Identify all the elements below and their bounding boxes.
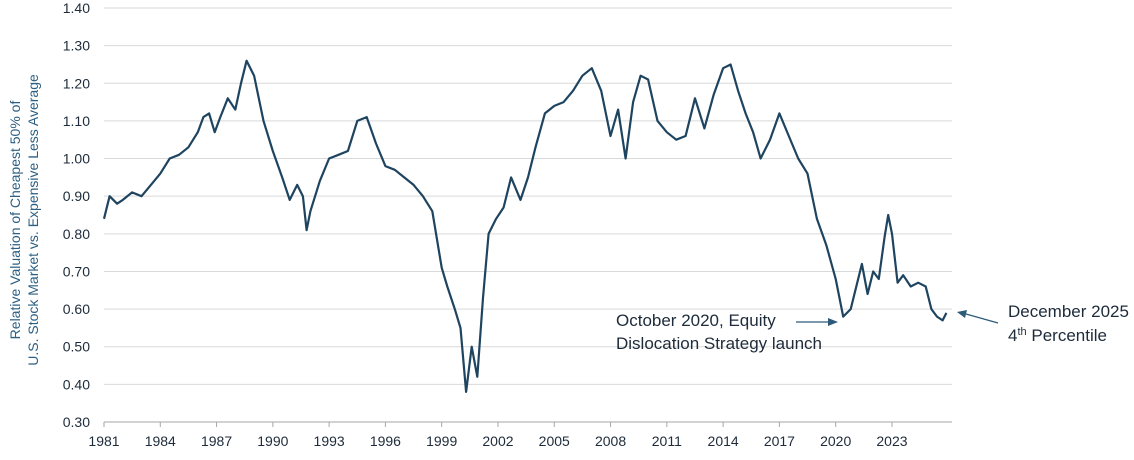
x-tick-label: 2002 [482, 433, 513, 449]
y-axis-label-line1: Relative Valuation of Cheapest 50% of [7, 101, 23, 340]
y-tick-label: 1.40 [63, 0, 90, 16]
x-tick-label: 1981 [88, 433, 119, 449]
x-axis-ticks: 1981 1984 1987 1990 1993 1996 1999 2002 2005 2008… [88, 422, 908, 449]
annotation-launch-line1: October 2020, Equity [616, 311, 776, 330]
y-tick-label: 0.50 [63, 339, 90, 355]
annotation-launch-line2: Dislocation Strategy launch [616, 334, 822, 353]
x-tick-label: 2023 [876, 433, 907, 449]
y-tick-label: 1.10 [63, 113, 90, 129]
x-tick-label: 2014 [708, 433, 739, 449]
x-tick-label: 1987 [201, 433, 232, 449]
grid-lines [104, 7, 952, 385]
x-tick-label: 1990 [257, 433, 288, 449]
x-tick-label: 2005 [539, 433, 570, 449]
relative-valuation-series-line [102, 59, 948, 393]
x-tick-label: 2008 [595, 433, 626, 449]
x-tick-label: 2020 [820, 433, 851, 449]
annotation-latest-line2: 4th Percentile [1008, 326, 1107, 345]
x-tick-label: 2011 [652, 433, 682, 449]
y-tick-label: 0.60 [63, 301, 90, 317]
y-tick-label: 0.30 [63, 414, 90, 430]
y-tick-label: 0.40 [63, 376, 90, 392]
y-axis-ticks: 0.30 0.40 0.50 0.60 0.70 0.80 0.90 1.00 1.10 1.20… [63, 0, 90, 430]
y-tick-label: 0.80 [63, 226, 90, 242]
y-tick-label: 1.00 [63, 151, 90, 167]
x-tick-label: 1993 [314, 433, 345, 449]
annotation-latest-arrowhead [957, 310, 967, 318]
y-tick-label: 1.20 [63, 75, 90, 91]
annotation-launch-arrowhead [828, 318, 838, 326]
y-tick-label: 1.30 [63, 38, 90, 54]
x-tick-label: 1999 [426, 433, 457, 449]
y-tick-label: 0.90 [63, 188, 90, 204]
annotation-latest-arrow [965, 313, 999, 324]
y-axis-label-line2: U.S. Stock Market vs. Expensive Less Ave… [25, 74, 41, 366]
x-tick-label: 1984 [145, 433, 176, 449]
x-tick-label: 1996 [370, 433, 401, 449]
x-tick-label: 2017 [764, 433, 795, 449]
annotation-latest-line1: December 2025 [1008, 302, 1129, 321]
y-tick-label: 0.70 [63, 263, 90, 279]
